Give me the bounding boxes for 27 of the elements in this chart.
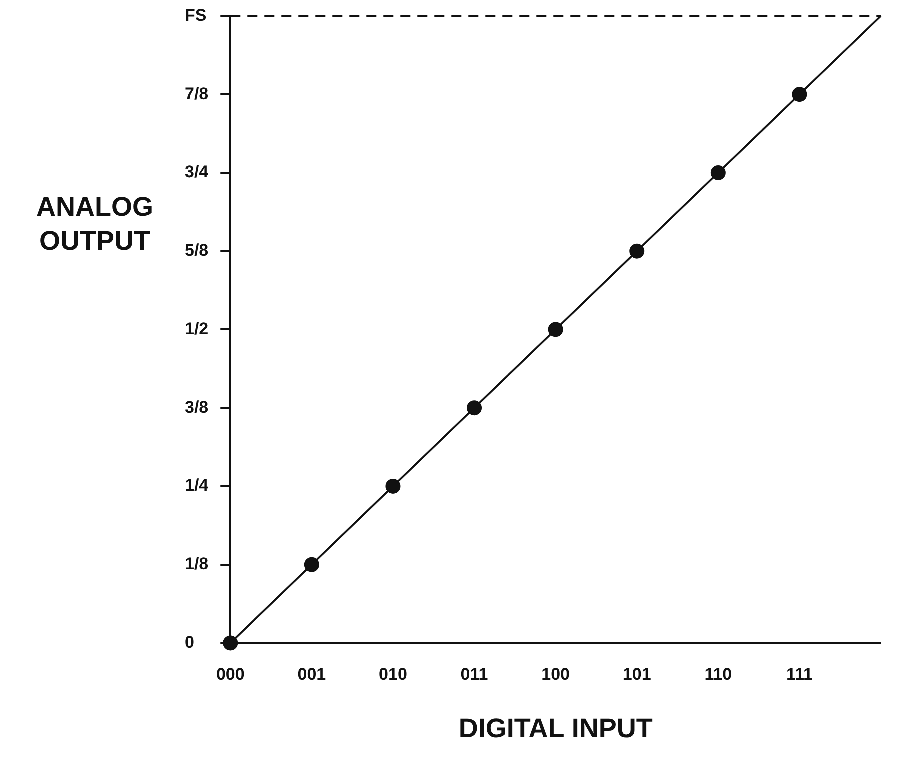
point	[792, 87, 808, 102]
point	[223, 636, 238, 651]
y-tick-label: 1/2	[185, 319, 209, 338]
x-axis-title: DIGITAL INPUT	[458, 713, 654, 744]
point	[548, 322, 564, 338]
x-tick-label: 100	[542, 665, 570, 684]
y-tick-label: 5/8	[185, 241, 209, 260]
y-tick-label: 3/8	[185, 398, 209, 417]
x-tick-label: 001	[298, 665, 326, 684]
y-tick-label: 3/4	[185, 162, 210, 182]
x-tick-label: 111	[786, 665, 813, 684]
point	[304, 557, 320, 572]
y-axis-title: ANALOG OUTPUT	[36, 191, 154, 258]
y-tick-label: 0	[185, 632, 194, 652]
point	[467, 400, 482, 416]
x-tick-label: 000	[216, 665, 245, 684]
point	[386, 478, 401, 494]
x-tick-label: 010	[379, 665, 408, 684]
x-tick-label: 101	[622, 665, 652, 684]
y-tick-label: 7/8	[185, 84, 209, 104]
y-tick-label: 1/4	[185, 476, 210, 496]
point	[710, 165, 726, 180]
point	[630, 244, 645, 259]
x-tick-label: 110	[704, 665, 732, 684]
y-tick-label: 1/8	[185, 554, 209, 574]
y-tick-label: FS	[185, 6, 207, 25]
x-tick-label: 011	[460, 665, 488, 684]
